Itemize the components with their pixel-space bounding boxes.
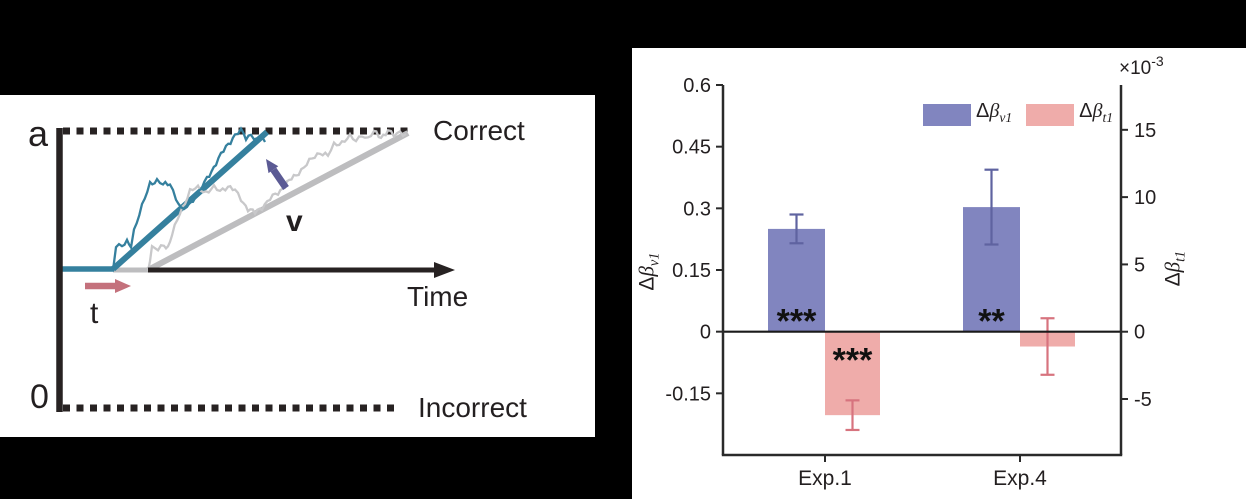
left-axis-tick-label: 0.45 [672,137,711,159]
blue-noisy-trace [111,126,267,271]
chart-legend: Δβv1 Δβt1 [923,100,1113,129]
legend-delta-glyph: Δ [976,100,990,122]
gray-noisy-trace [146,128,407,272]
bar-chart-panel: *** *** ** 0.6 0.45 0.3 0.15 0 -0.15 15 10 5 0 -5 ×10-… [632,48,1246,499]
correct-label: Correct [433,115,525,146]
legend-subscript: t1 [1102,110,1114,125]
axis-subscript: v1 [646,252,663,267]
right-axis-multiplier: ×10-3 [1119,53,1164,79]
axis-delta-glyph: Δ [1161,272,1185,287]
time-axis-label: Time [407,281,469,312]
legend-item-delta-beta-t1: Δβt1 [1026,100,1113,129]
time-axis-arrowhead-icon [434,262,455,278]
right-axis-tick-label: 5 [1134,254,1145,276]
significance-stars-v1: *** [777,303,817,341]
axis-beta-glyph: β [1160,261,1185,273]
left-axis-tick-label: 0 [700,322,711,344]
right-y-axis-title: Δβt1 [1160,219,1189,319]
drift-arrow-head-icon [266,159,279,174]
gray-drift-line [146,130,410,273]
significance-stars-v1: ** [978,303,1005,341]
axis-delta-glyph: Δ [635,276,659,291]
legend-subscript: v1 [999,110,1013,125]
legend-label-delta-beta-t1: Δβt1 [1079,100,1113,129]
right-axis-tick-label: 15 [1134,120,1156,142]
legend-item-delta-beta-v1: Δβv1 [923,100,1012,129]
nondecision-time-label: t [90,297,99,330]
axis-subscript: t1 [1172,250,1189,262]
axis-beta-glyph: β [634,266,659,277]
lower-boundary-label: 0 [30,378,49,416]
drift-rate-label: v [286,205,303,238]
drift-arrow-shaft [270,167,289,190]
blue-drift-line [111,129,269,272]
left-axis-tick-label: -0.15 [665,383,711,405]
legend-beta-glyph: β [989,100,1000,122]
bar-delta-beta-v1-exp1 [768,228,825,332]
left-axis-tick-label: 0.6 [683,75,711,97]
right-axis-tick-label: -5 [1134,389,1152,411]
upper-boundary-label: a [28,113,49,154]
legend-swatch-delta-beta-t1 [1026,103,1075,126]
bar-chart-drawing: ********0.60.450.30.150-0.15151050-5×10-… [665,53,1164,490]
x-axis-label-exp4: Exp.4 [993,467,1047,490]
legend-beta-glyph: β [1092,100,1103,122]
x-axis-label-exp1: Exp.1 [798,467,852,490]
legend-delta-glyph: Δ [1079,100,1093,122]
left-y-axis-title: Δβv1 [634,222,663,322]
right-axis-tick-label: 0 [1134,322,1145,344]
ddm-diagram-panel: a 0 Correct Incorrect Time v t [0,95,595,437]
left-axis-tick-label: 0.3 [683,198,711,220]
legend-label-delta-beta-v1: Δβv1 [976,100,1012,129]
legend-swatch-delta-beta-v1 [923,103,971,126]
significance-stars-t1: *** [833,342,873,380]
ddm-diagram-drawing [56,126,455,412]
right-axis-tick-label: 10 [1134,187,1156,209]
incorrect-label: Incorrect [418,392,527,423]
left-axis-tick-label: 0.15 [672,260,711,282]
nondecision-arrow-head-icon [115,279,131,293]
